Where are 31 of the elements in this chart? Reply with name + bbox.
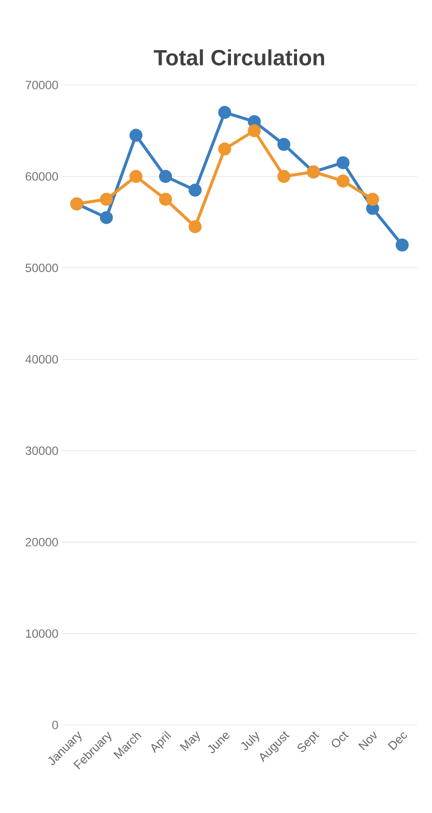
point [396,238,409,252]
point [129,128,142,142]
chart-title: Total Circulation [154,49,324,66]
point [366,192,380,206]
point [188,184,202,197]
point [336,156,350,170]
point [277,138,290,151]
point [248,124,261,138]
point [129,170,142,183]
point [218,106,232,119]
x-tick-label: July [241,732,260,750]
y-tick-label: 20000 [26,538,58,546]
point [100,211,113,224]
y-tick-label: 10000 [26,629,58,638]
point [159,192,172,206]
x-tick-label: Dec [388,732,407,750]
x-tick-label: Oct [332,731,349,748]
point [188,220,202,234]
x-tick-label: May [180,731,200,752]
y-tick-label: 40000 [25,355,58,364]
y-tick-label: 30000 [26,446,58,455]
point [159,170,172,183]
y-tick-label: 50000 [26,264,58,272]
y-tick-label: 70000 [26,80,58,90]
x-tick-label: Nov [358,731,377,750]
point [218,142,232,156]
point [277,170,290,183]
point [100,192,113,206]
y-tick-label: 60000 [26,172,58,181]
y-tick-label: 0 [52,720,58,730]
point [336,174,350,188]
